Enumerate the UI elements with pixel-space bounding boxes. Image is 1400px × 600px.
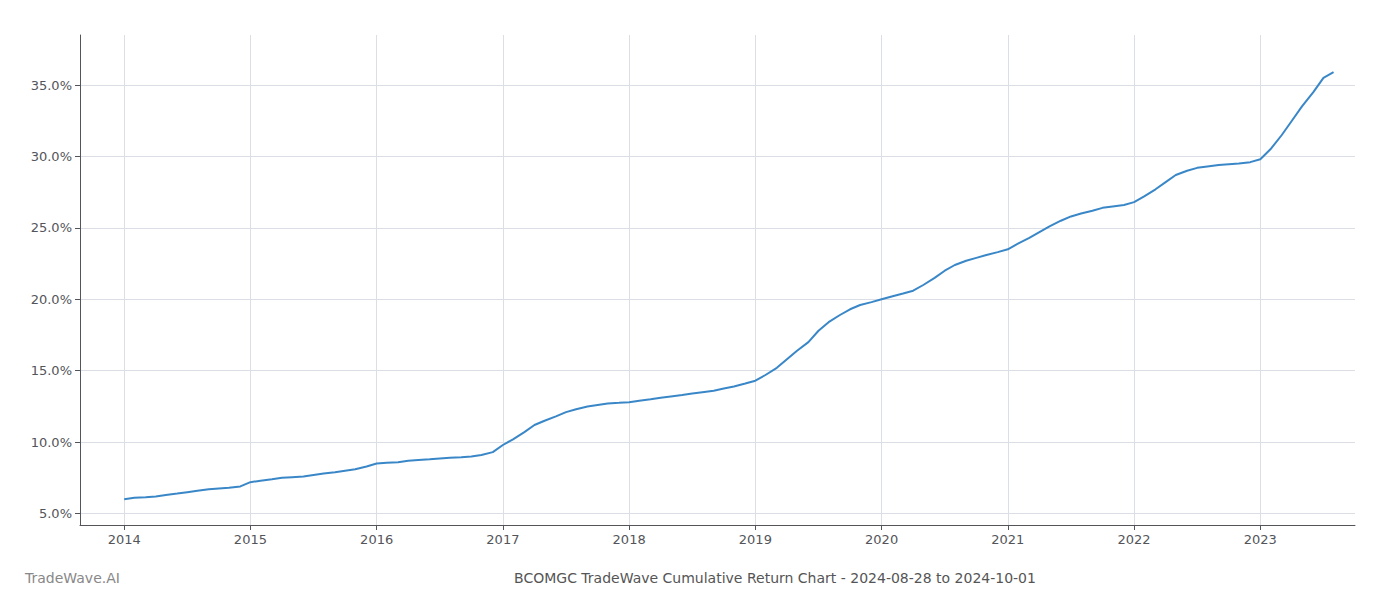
svg-text:2018: 2018 bbox=[613, 532, 646, 547]
svg-text:2021: 2021 bbox=[991, 532, 1024, 547]
svg-text:2020: 2020 bbox=[865, 532, 898, 547]
svg-text:2022: 2022 bbox=[1118, 532, 1151, 547]
svg-text:25.0%: 25.0% bbox=[31, 220, 72, 235]
svg-text:15.0%: 15.0% bbox=[31, 363, 72, 378]
svg-text:TradeWave.AI: TradeWave.AI bbox=[24, 570, 120, 586]
svg-text:10.0%: 10.0% bbox=[31, 435, 72, 450]
svg-text:2017: 2017 bbox=[486, 532, 519, 547]
svg-text:20.0%: 20.0% bbox=[31, 292, 72, 307]
svg-text:2014: 2014 bbox=[108, 532, 141, 547]
svg-text:5.0%: 5.0% bbox=[39, 506, 72, 521]
svg-text:2015: 2015 bbox=[234, 532, 267, 547]
svg-text:2019: 2019 bbox=[739, 532, 772, 547]
svg-text:2023: 2023 bbox=[1244, 532, 1277, 547]
svg-text:35.0%: 35.0% bbox=[31, 78, 72, 93]
svg-text:30.0%: 30.0% bbox=[31, 149, 72, 164]
svg-text:BCOMGC TradeWave Cumulative Re: BCOMGC TradeWave Cumulative Return Chart… bbox=[514, 570, 1036, 586]
svg-text:2016: 2016 bbox=[360, 532, 393, 547]
